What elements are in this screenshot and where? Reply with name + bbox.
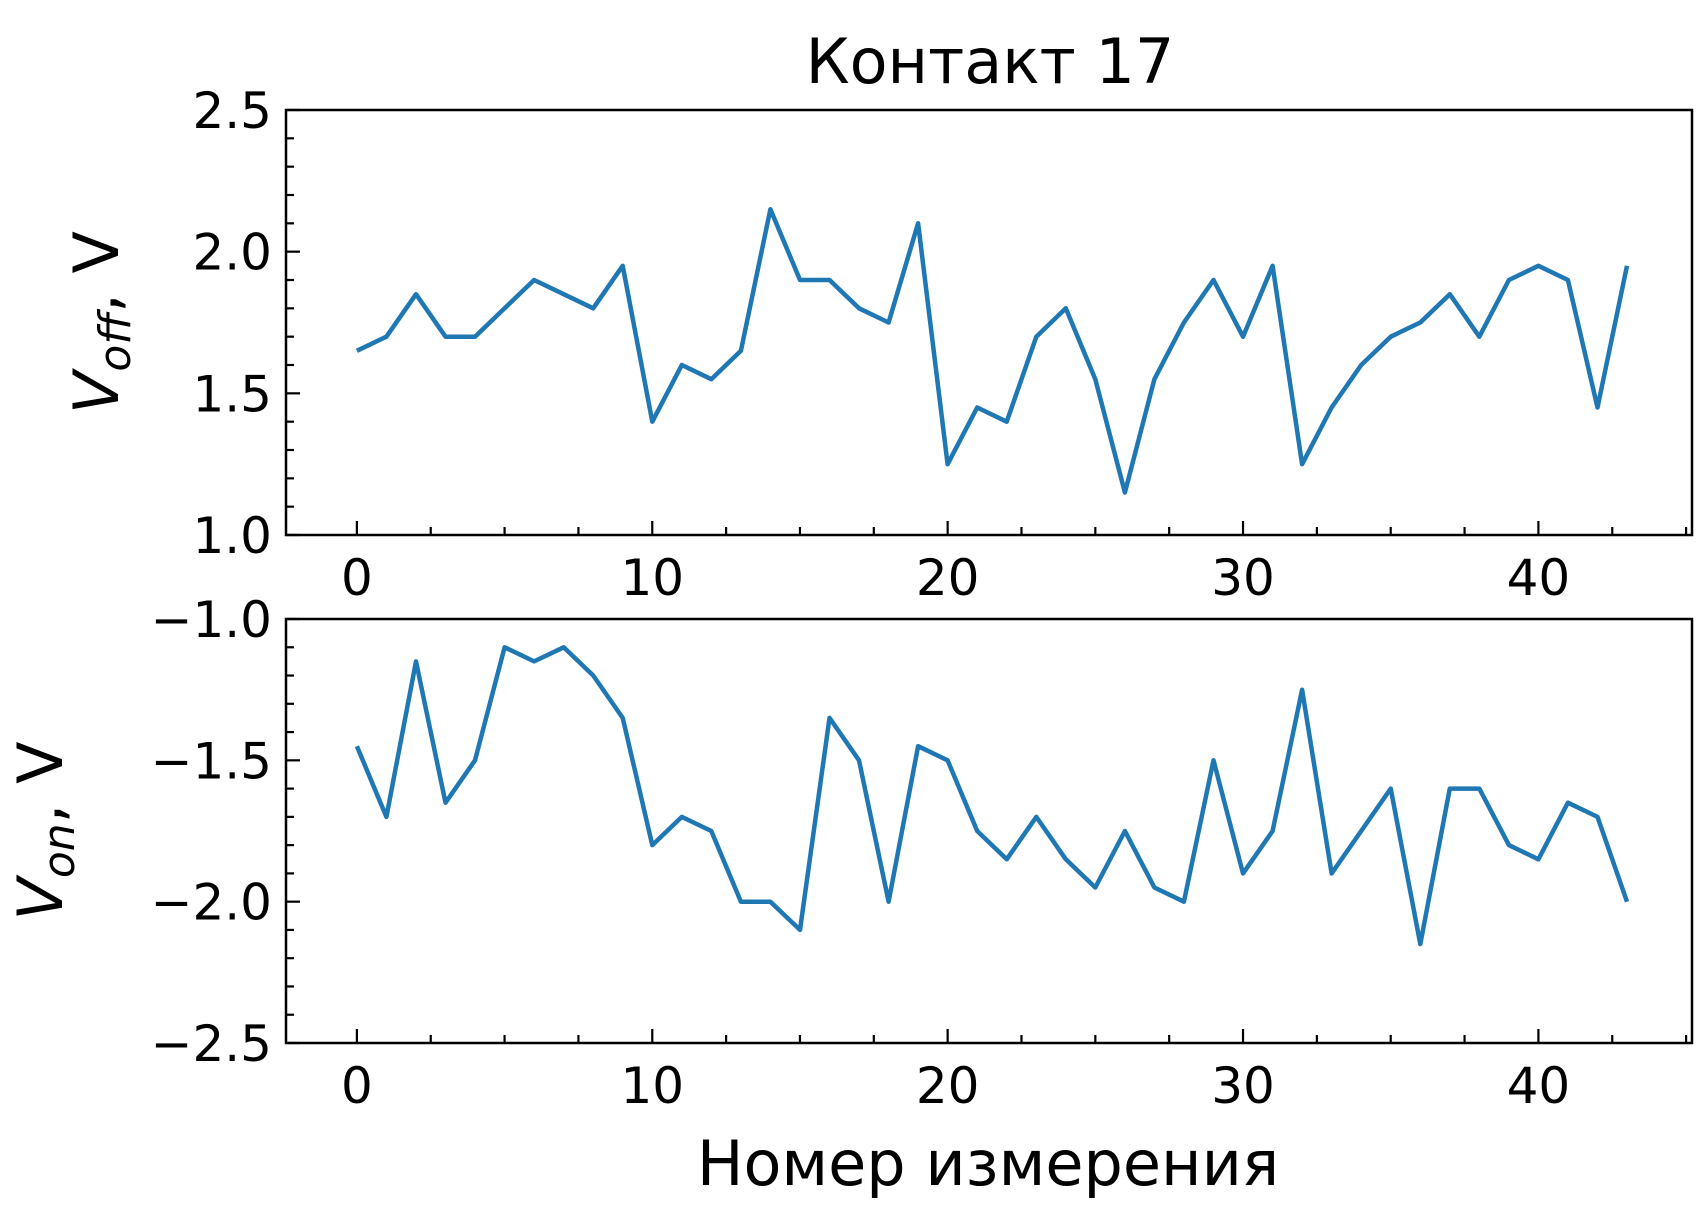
y-axis-label-von: Von, V (4, 741, 85, 920)
y-axis-label-von-main: V (4, 874, 77, 921)
y-tick-label-von-2: −1.5 (151, 732, 272, 790)
x-tick-label-voff-20: 20 (916, 549, 980, 607)
axes-frame-voff (284, 108, 1694, 537)
y-tick-label-voff-2: 2.0 (192, 224, 272, 282)
plot-area-von: 0 10 20 30 40 −2.5 −2.0 −1.5 −1.0 (151, 591, 1694, 1115)
y-axis-label-voff-suffix: , V (60, 231, 133, 313)
panel-von: 0 10 20 30 40 −2.5 −2.0 −1.5 −1.0 Von, V Номер и… (4, 591, 1694, 1200)
x-tick-label-von-20: 20 (916, 1057, 980, 1115)
y-tick-label-von-0: −2.5 (151, 1015, 272, 1073)
x-tick-label-voff-40: 40 (1507, 549, 1571, 607)
x-tick-label-voff-30: 30 (1211, 549, 1275, 607)
x-tick-label-voff-10: 10 (620, 549, 684, 607)
x-tick-label-von-40: 40 (1507, 1057, 1571, 1115)
series-line-voff (355, 206, 1630, 495)
x-axis-label: Номер измерения (697, 1127, 1279, 1200)
y-axis-label-voff-main: V (60, 367, 133, 414)
x-tick-label-von-30: 30 (1211, 1057, 1275, 1115)
y-tick-label-von-1: −2.0 (151, 874, 272, 932)
y-axis-label-voff-sub: off (90, 309, 141, 372)
y-axis-label-von-sub: on (34, 823, 85, 878)
y-tick-label-von-3: −1.0 (151, 591, 272, 649)
y-tick-label-voff-0: 1.0 (192, 507, 272, 565)
x-tick-label-von-10: 10 (620, 1057, 684, 1115)
x-tick-label-voff-0: 0 (341, 549, 373, 607)
y-tick-label-voff-1: 1.5 (192, 365, 272, 423)
plot-area-voff: 0 10 20 30 40 1.0 1.5 2.0 2.5 (192, 82, 1694, 607)
x-tick-label-von-0: 0 (341, 1057, 373, 1115)
series-line-von (354, 645, 1630, 947)
panel-voff: Контакт 17 0 10 20 30 40 1.0 1.5 2.0 2.5 Voff, V (60, 25, 1694, 607)
y-axis-label-voff: Voff, V (60, 231, 141, 414)
axes-frame-von (284, 617, 1694, 1045)
chart-title: Контакт 17 (806, 25, 1175, 98)
y-axis-label-von-suffix: , V (4, 741, 77, 823)
y-tick-label-voff-3: 2.5 (192, 82, 272, 140)
